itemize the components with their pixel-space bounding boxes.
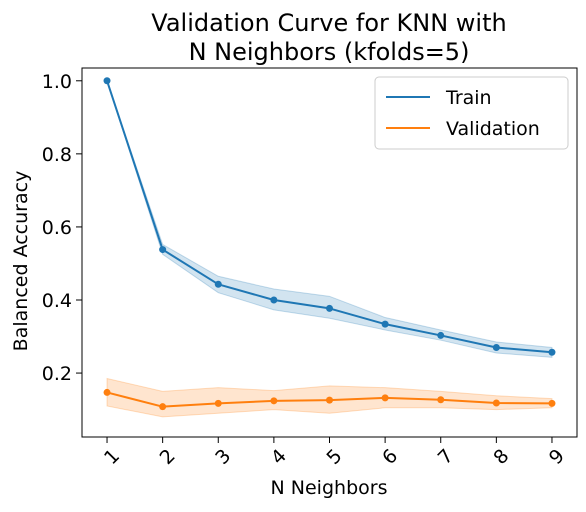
- y-tick-label-0.2: 0.2: [42, 363, 72, 385]
- point-train-4: [270, 296, 278, 304]
- point-train-7: [437, 331, 445, 339]
- point-train-5: [326, 304, 333, 312]
- x-tick-label-7: 7: [434, 445, 458, 469]
- y-tick-label-0.8: 0.8: [42, 144, 72, 166]
- y-tick-label-0.4: 0.4: [42, 290, 72, 312]
- chart-title-line-2: N Neighbors (kfolds=5): [189, 38, 470, 66]
- x-tick-label-8: 8: [489, 445, 513, 469]
- x-tick-label-3: 3: [211, 445, 235, 469]
- point-validation-5: [326, 396, 333, 404]
- y-tick-label-1.0: 1.0: [42, 71, 72, 93]
- x-tick-label-6: 6: [378, 445, 402, 469]
- point-train-9: [548, 348, 556, 356]
- y-axis-label: Balanced Accuracy: [10, 171, 32, 352]
- point-validation-4: [270, 397, 278, 405]
- x-tick-label-5: 5: [322, 445, 346, 469]
- legend-box: [374, 76, 569, 150]
- x-tick-label-9: 9: [545, 445, 569, 469]
- legend-label-validation: Validation: [446, 118, 540, 140]
- point-validation-8: [492, 399, 500, 407]
- point-train-8: [492, 343, 500, 351]
- x-tick-label-1: 1: [100, 445, 124, 469]
- point-train-1: [103, 77, 111, 85]
- point-train-3: [214, 280, 222, 288]
- point-validation-1: [103, 388, 111, 396]
- x-axis-label: N Neighbors: [271, 477, 388, 499]
- point-train-6: [381, 320, 389, 328]
- point-validation-2: [159, 403, 167, 411]
- chart-title-line-1: Validation Curve for KNN with: [151, 9, 506, 37]
- x-tick-label-4: 4: [267, 445, 291, 469]
- point-validation-9: [548, 399, 556, 407]
- plot-area: 1 2 3 4 5 6 7 8 9 0.2 0.4 0.6 0.8 1.0 Train Validation: [42, 67, 578, 469]
- point-train-2: [159, 246, 167, 254]
- point-validation-3: [214, 399, 222, 407]
- point-validation-6: [381, 394, 389, 402]
- legend-label-train: Train: [445, 87, 492, 109]
- x-tick-label-2: 2: [156, 445, 180, 469]
- legend: Train Validation: [374, 76, 569, 150]
- point-validation-7: [437, 396, 445, 404]
- y-tick-label-0.6: 0.6: [42, 217, 72, 239]
